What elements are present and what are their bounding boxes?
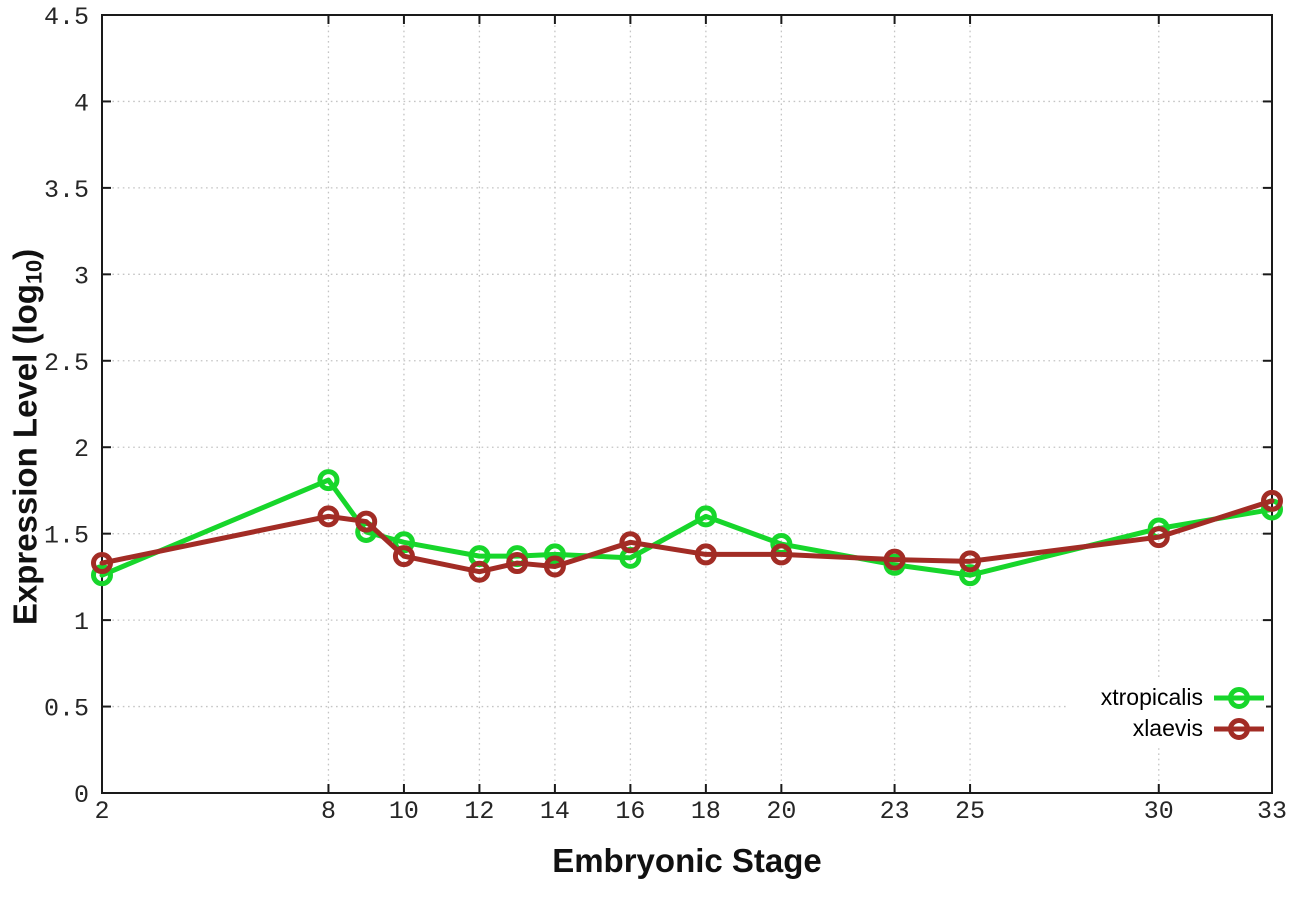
data-point-xlaevis xyxy=(543,555,566,578)
y-tick-label: 0 xyxy=(74,781,89,810)
y-tick-label: 2.5 xyxy=(44,349,89,378)
data-point-xlaevis xyxy=(317,505,340,528)
y-tick-label: 4 xyxy=(74,89,89,118)
x-tick-label: 2 xyxy=(94,797,109,826)
legend-item-xtropicalis: xtropicalis xyxy=(1101,682,1266,713)
data-point-xlaevis xyxy=(392,545,415,568)
data-point-xtropicalis xyxy=(694,505,717,528)
series-line-xlaevis xyxy=(99,498,1275,575)
y-tick-label: 3.5 xyxy=(44,176,89,205)
data-point-xlaevis xyxy=(770,543,793,566)
y-axis-label-suffix: ) xyxy=(6,248,44,260)
y-tick-label: 0.5 xyxy=(44,695,89,724)
data-point-xlaevis xyxy=(468,560,491,583)
data-point-xlaevis xyxy=(1147,526,1170,549)
y-axis-label: Expression Level (log10) xyxy=(7,249,48,625)
x-tick-label: 30 xyxy=(1144,797,1174,826)
y-tick-label: 1 xyxy=(74,608,89,637)
y-axis-label-subscript: 10 xyxy=(21,259,47,285)
x-tick-label: 8 xyxy=(321,797,336,826)
x-tick-label: 33 xyxy=(1257,797,1287,826)
y-tick-label: 1.5 xyxy=(44,522,89,551)
legend-marker-xtropicalis xyxy=(1214,686,1264,709)
y-tick-label: 4.5 xyxy=(44,3,89,32)
x-tick-label: 20 xyxy=(766,797,796,826)
data-point-xlaevis xyxy=(91,552,113,575)
legend-label-xlaevis: xlaevis xyxy=(1132,715,1203,741)
data-point-xtropicalis xyxy=(392,531,415,554)
y-axis-label-text: Expression Level (log xyxy=(6,284,44,626)
data-point-xlaevis xyxy=(959,550,982,573)
legend: xtropicalis xlaevis xyxy=(1068,680,1266,746)
x-tick-label: 23 xyxy=(880,797,910,826)
data-point-xlaevis xyxy=(694,543,717,566)
data-point-xlaevis xyxy=(883,548,906,571)
x-tick-label: 25 xyxy=(955,797,985,826)
x-tick-label: 16 xyxy=(615,797,645,826)
legend-sample-circle xyxy=(1228,686,1250,709)
data-point-xlaevis xyxy=(619,531,642,554)
y-tick-label: 3 xyxy=(74,262,89,291)
data-point-xlaevis xyxy=(1261,489,1283,512)
x-tick-label: 10 xyxy=(389,797,419,826)
legend-sample-circle xyxy=(1228,717,1250,740)
data-point-xtropicalis xyxy=(959,564,982,587)
data-point-xtropicalis xyxy=(543,543,566,566)
x-tick-label: 12 xyxy=(464,797,494,826)
x-tick-label: 18 xyxy=(691,797,721,826)
x-tick-label: 14 xyxy=(540,797,570,826)
x-axis-label: Embryonic Stage xyxy=(552,842,822,879)
legend-marker-xlaevis xyxy=(1214,717,1264,740)
legend-item-xlaevis: xlaevis xyxy=(1133,713,1266,744)
data-point-xlaevis xyxy=(355,510,378,533)
legend-label-xtropicalis: xtropicalis xyxy=(1100,684,1203,710)
data-point-xlaevis xyxy=(506,552,529,575)
data-point-xtropicalis xyxy=(91,564,113,587)
plot-border xyxy=(101,14,1273,794)
data-point-xtropicalis xyxy=(317,469,340,492)
y-tick-label: 2 xyxy=(74,435,89,464)
